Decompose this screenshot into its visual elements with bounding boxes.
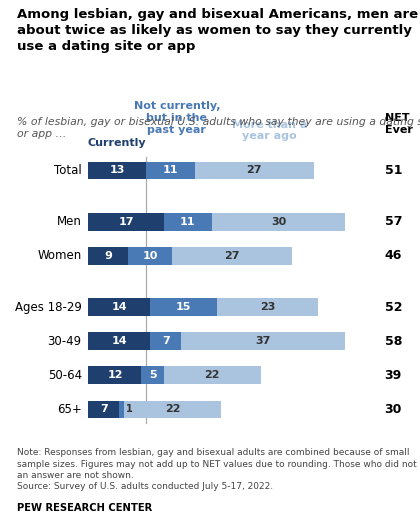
Bar bbox=[217, 298, 318, 316]
Bar bbox=[89, 162, 146, 179]
Text: Currently: Currently bbox=[88, 138, 147, 148]
Bar bbox=[128, 247, 173, 265]
Bar bbox=[181, 333, 345, 350]
Text: Men: Men bbox=[57, 215, 82, 228]
Text: 58: 58 bbox=[385, 335, 402, 348]
Text: 15: 15 bbox=[176, 302, 191, 312]
Bar bbox=[212, 213, 345, 231]
Text: 5: 5 bbox=[149, 370, 156, 380]
Text: 65+: 65+ bbox=[57, 403, 82, 416]
Text: 51: 51 bbox=[385, 164, 402, 177]
Text: 14: 14 bbox=[112, 336, 127, 346]
Text: Not currently,
but in the
past year: Not currently, but in the past year bbox=[134, 102, 220, 135]
Text: More than a
year ago: More than a year ago bbox=[232, 120, 307, 141]
Text: 11: 11 bbox=[180, 217, 196, 227]
Text: 50-64: 50-64 bbox=[47, 369, 82, 382]
Bar bbox=[124, 400, 221, 419]
Text: 23: 23 bbox=[260, 302, 275, 312]
Bar bbox=[163, 366, 261, 384]
Text: 9: 9 bbox=[105, 251, 112, 261]
Text: Ages 18-29: Ages 18-29 bbox=[15, 300, 82, 313]
Text: Women: Women bbox=[37, 249, 82, 262]
Text: 46: 46 bbox=[385, 249, 402, 262]
Text: 30-49: 30-49 bbox=[47, 335, 82, 348]
Text: 10: 10 bbox=[143, 251, 158, 261]
Bar bbox=[150, 333, 181, 350]
Text: 27: 27 bbox=[224, 251, 240, 261]
Bar bbox=[173, 247, 292, 265]
Text: PEW RESEARCH CENTER: PEW RESEARCH CENTER bbox=[17, 503, 152, 513]
Bar bbox=[89, 333, 150, 350]
Bar bbox=[150, 298, 217, 316]
Text: 57: 57 bbox=[385, 215, 402, 228]
Text: 39: 39 bbox=[385, 369, 402, 382]
Bar bbox=[163, 213, 212, 231]
Bar bbox=[89, 366, 142, 384]
Text: 52: 52 bbox=[385, 300, 402, 313]
Text: Total: Total bbox=[54, 164, 82, 177]
Text: 7: 7 bbox=[162, 336, 170, 346]
Text: NET
Ever: NET Ever bbox=[385, 113, 412, 135]
Text: 13: 13 bbox=[110, 165, 125, 176]
Bar bbox=[119, 400, 124, 419]
Text: 30: 30 bbox=[385, 403, 402, 416]
Text: 22: 22 bbox=[165, 405, 180, 414]
Bar bbox=[89, 213, 163, 231]
Text: 11: 11 bbox=[163, 165, 178, 176]
Bar bbox=[89, 400, 119, 419]
Text: % of lesbian, gay or bisexual U.S. adults who say they are using a dating site
o: % of lesbian, gay or bisexual U.S. adult… bbox=[17, 117, 420, 139]
Text: 14: 14 bbox=[112, 302, 127, 312]
Bar bbox=[146, 162, 194, 179]
Bar bbox=[89, 247, 128, 265]
Text: 7: 7 bbox=[100, 405, 108, 414]
Bar bbox=[194, 162, 314, 179]
Text: 37: 37 bbox=[255, 336, 271, 346]
Text: Among lesbian, gay and bisexual Americans, men are
about twice as likely as wome: Among lesbian, gay and bisexual American… bbox=[17, 8, 418, 53]
Bar bbox=[142, 366, 163, 384]
Text: 22: 22 bbox=[205, 370, 220, 380]
Text: 1: 1 bbox=[126, 405, 133, 414]
Text: 27: 27 bbox=[247, 165, 262, 176]
Text: 17: 17 bbox=[118, 217, 134, 227]
Text: 30: 30 bbox=[271, 217, 286, 227]
Text: Note: Responses from lesbian, gay and bisexual adults are combined because of sm: Note: Responses from lesbian, gay and bi… bbox=[17, 448, 420, 492]
Bar bbox=[89, 298, 150, 316]
Text: 12: 12 bbox=[107, 370, 123, 380]
